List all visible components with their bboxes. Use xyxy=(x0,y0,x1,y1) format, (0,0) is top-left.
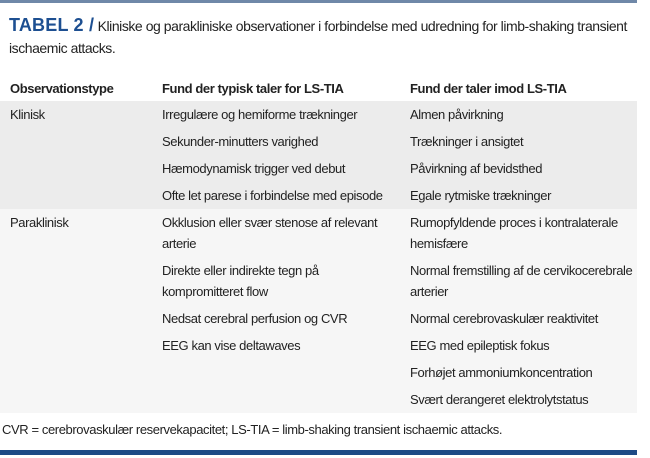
cell-for: Sekunder-minutters varighed xyxy=(152,128,400,155)
cell-for: Hæmodynamisk trigger ved debut xyxy=(152,155,400,182)
cell-type xyxy=(0,386,152,413)
cell-type xyxy=(0,257,152,305)
cell-for: Ofte let parese i forbindelse med episod… xyxy=(152,182,400,209)
table-row: Direkte eller indirekte tegn på kompromi… xyxy=(0,257,637,305)
table-row: Nedsat cerebral perfusion og CVR Normal c… xyxy=(0,305,637,332)
table-row: Svært derangeret elektrolytstatus xyxy=(0,386,637,413)
cell-against: Normal cerebrovaskulær reaktivitet xyxy=(400,305,637,332)
cell-type xyxy=(0,155,152,182)
table-row: Hæmodynamisk trigger ved debut Påvirkning… xyxy=(0,155,637,182)
cell-type xyxy=(0,359,152,386)
cell-type xyxy=(0,182,152,209)
table-row: Paraklinisk Okklusion eller svær stenose … xyxy=(0,209,637,257)
table-label: TABEL 2 / xyxy=(9,15,95,35)
table-caption: TABEL 2 / Kliniske og parakliniske obser… xyxy=(9,14,629,59)
cell-against: Normal fremstilling af de cervikocerebra… xyxy=(400,257,637,305)
table-row: Ofte let parese i forbindelse med episod… xyxy=(0,182,637,209)
top-rule xyxy=(0,0,637,3)
cell-for: Irregulære og hemiforme trækninger xyxy=(152,101,400,128)
cell-against: Egale rytmiske trækninger xyxy=(400,182,637,209)
table-row: Forhøjet ammoniumkoncentration xyxy=(0,359,637,386)
cell-against: EEG med epileptisk fokus xyxy=(400,332,637,359)
cell-for xyxy=(152,386,400,413)
cell-against: Svært derangeret elektrolytstatus xyxy=(400,386,637,413)
table-row: Sekunder-minutters varighed Trækninger i … xyxy=(0,128,637,155)
cell-against: Forhøjet ammoniumkoncentration xyxy=(400,359,637,386)
header-against: Fund der taler imod LS-TIA xyxy=(410,80,567,96)
footnote: CVR = cerebrovaskulær reservekapacitet; … xyxy=(2,422,503,437)
observations-table: Observationstype Fund der typisk taler f… xyxy=(0,76,637,413)
header-for: Fund der typisk taler for LS-TIA xyxy=(162,80,344,96)
table-title: Kliniske og parakliniske observationer i… xyxy=(9,18,627,56)
cell-type xyxy=(0,332,152,359)
cell-for: EEG kan vise deltawaves xyxy=(152,332,400,359)
cell-against: Almen påvirkning xyxy=(400,101,637,128)
cell-type xyxy=(0,305,152,332)
table-row: Klinisk Irregulære og hemiforme trækninge… xyxy=(0,101,637,128)
cell-against: Trækninger i ansigtet xyxy=(400,128,637,155)
cell-type xyxy=(0,128,152,155)
table-row: EEG kan vise deltawaves EEG med epileptis… xyxy=(0,332,637,359)
cell-type: Paraklinisk xyxy=(0,209,152,257)
cell-for: Direkte eller indirekte tegn på kompromi… xyxy=(152,257,400,305)
cell-for xyxy=(152,359,400,386)
header-row: Observationstype Fund der typisk taler f… xyxy=(0,76,637,101)
cell-for: Nedsat cerebral perfusion og CVR xyxy=(152,305,400,332)
header-type: Observationstype xyxy=(10,80,114,96)
cell-type: Klinisk xyxy=(0,101,152,128)
cell-for: Okklusion eller svær stenose af relevant… xyxy=(152,209,400,257)
cell-against: Rumopfyldende proces i kontralaterale he… xyxy=(400,209,637,257)
cell-against: Påvirkning af bevidsthed xyxy=(400,155,637,182)
bottom-rule xyxy=(0,450,637,455)
